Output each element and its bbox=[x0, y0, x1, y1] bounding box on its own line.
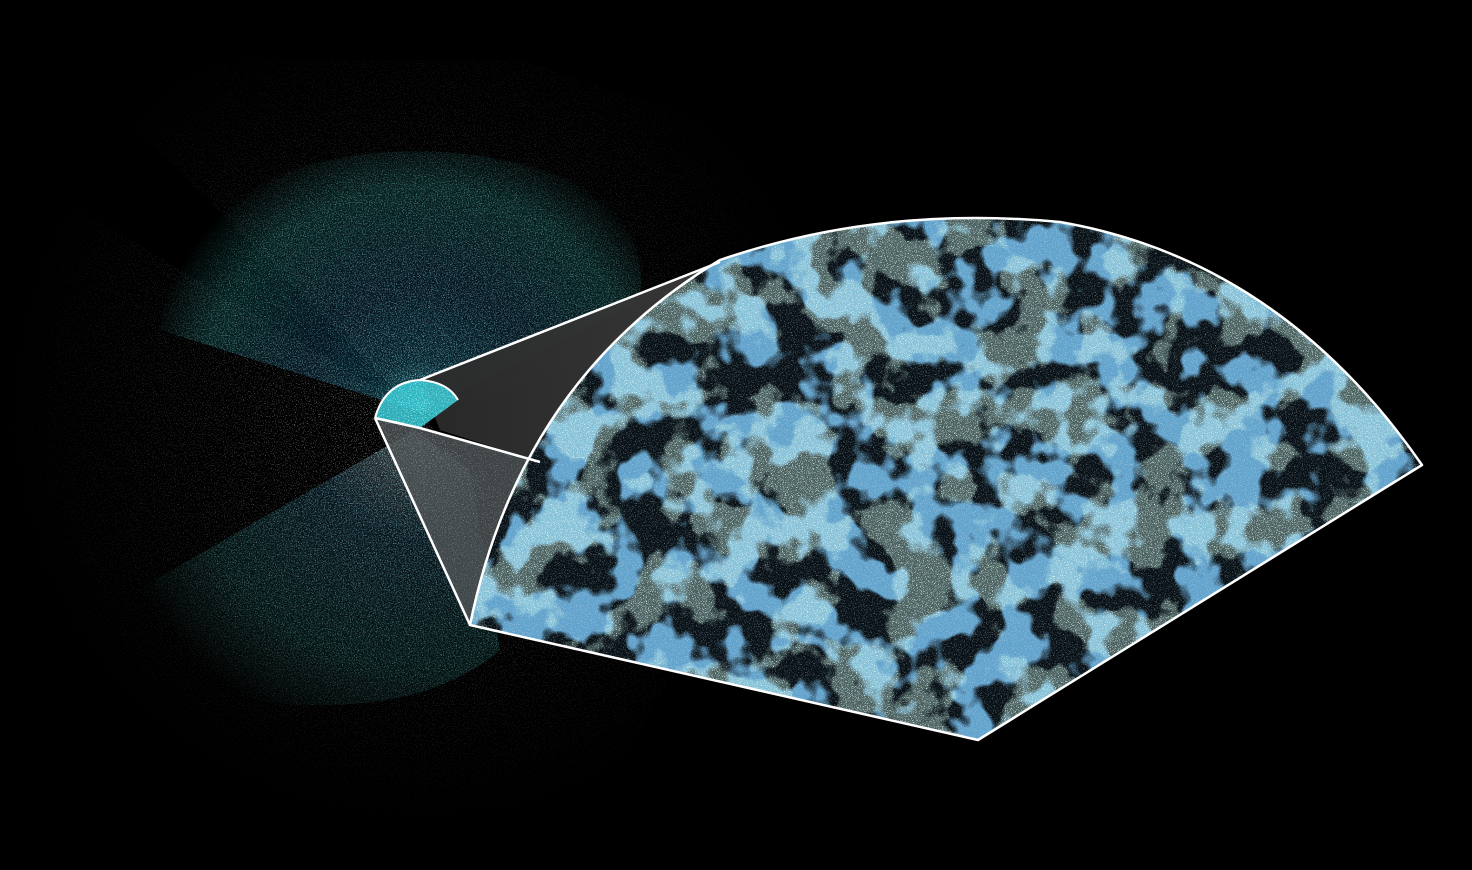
projection-outlines bbox=[373, 216, 1424, 742]
projection-wedge bbox=[375, 262, 720, 625]
survey-origin-region bbox=[374, 378, 459, 428]
lower-survey-fan bbox=[120, 430, 500, 706]
